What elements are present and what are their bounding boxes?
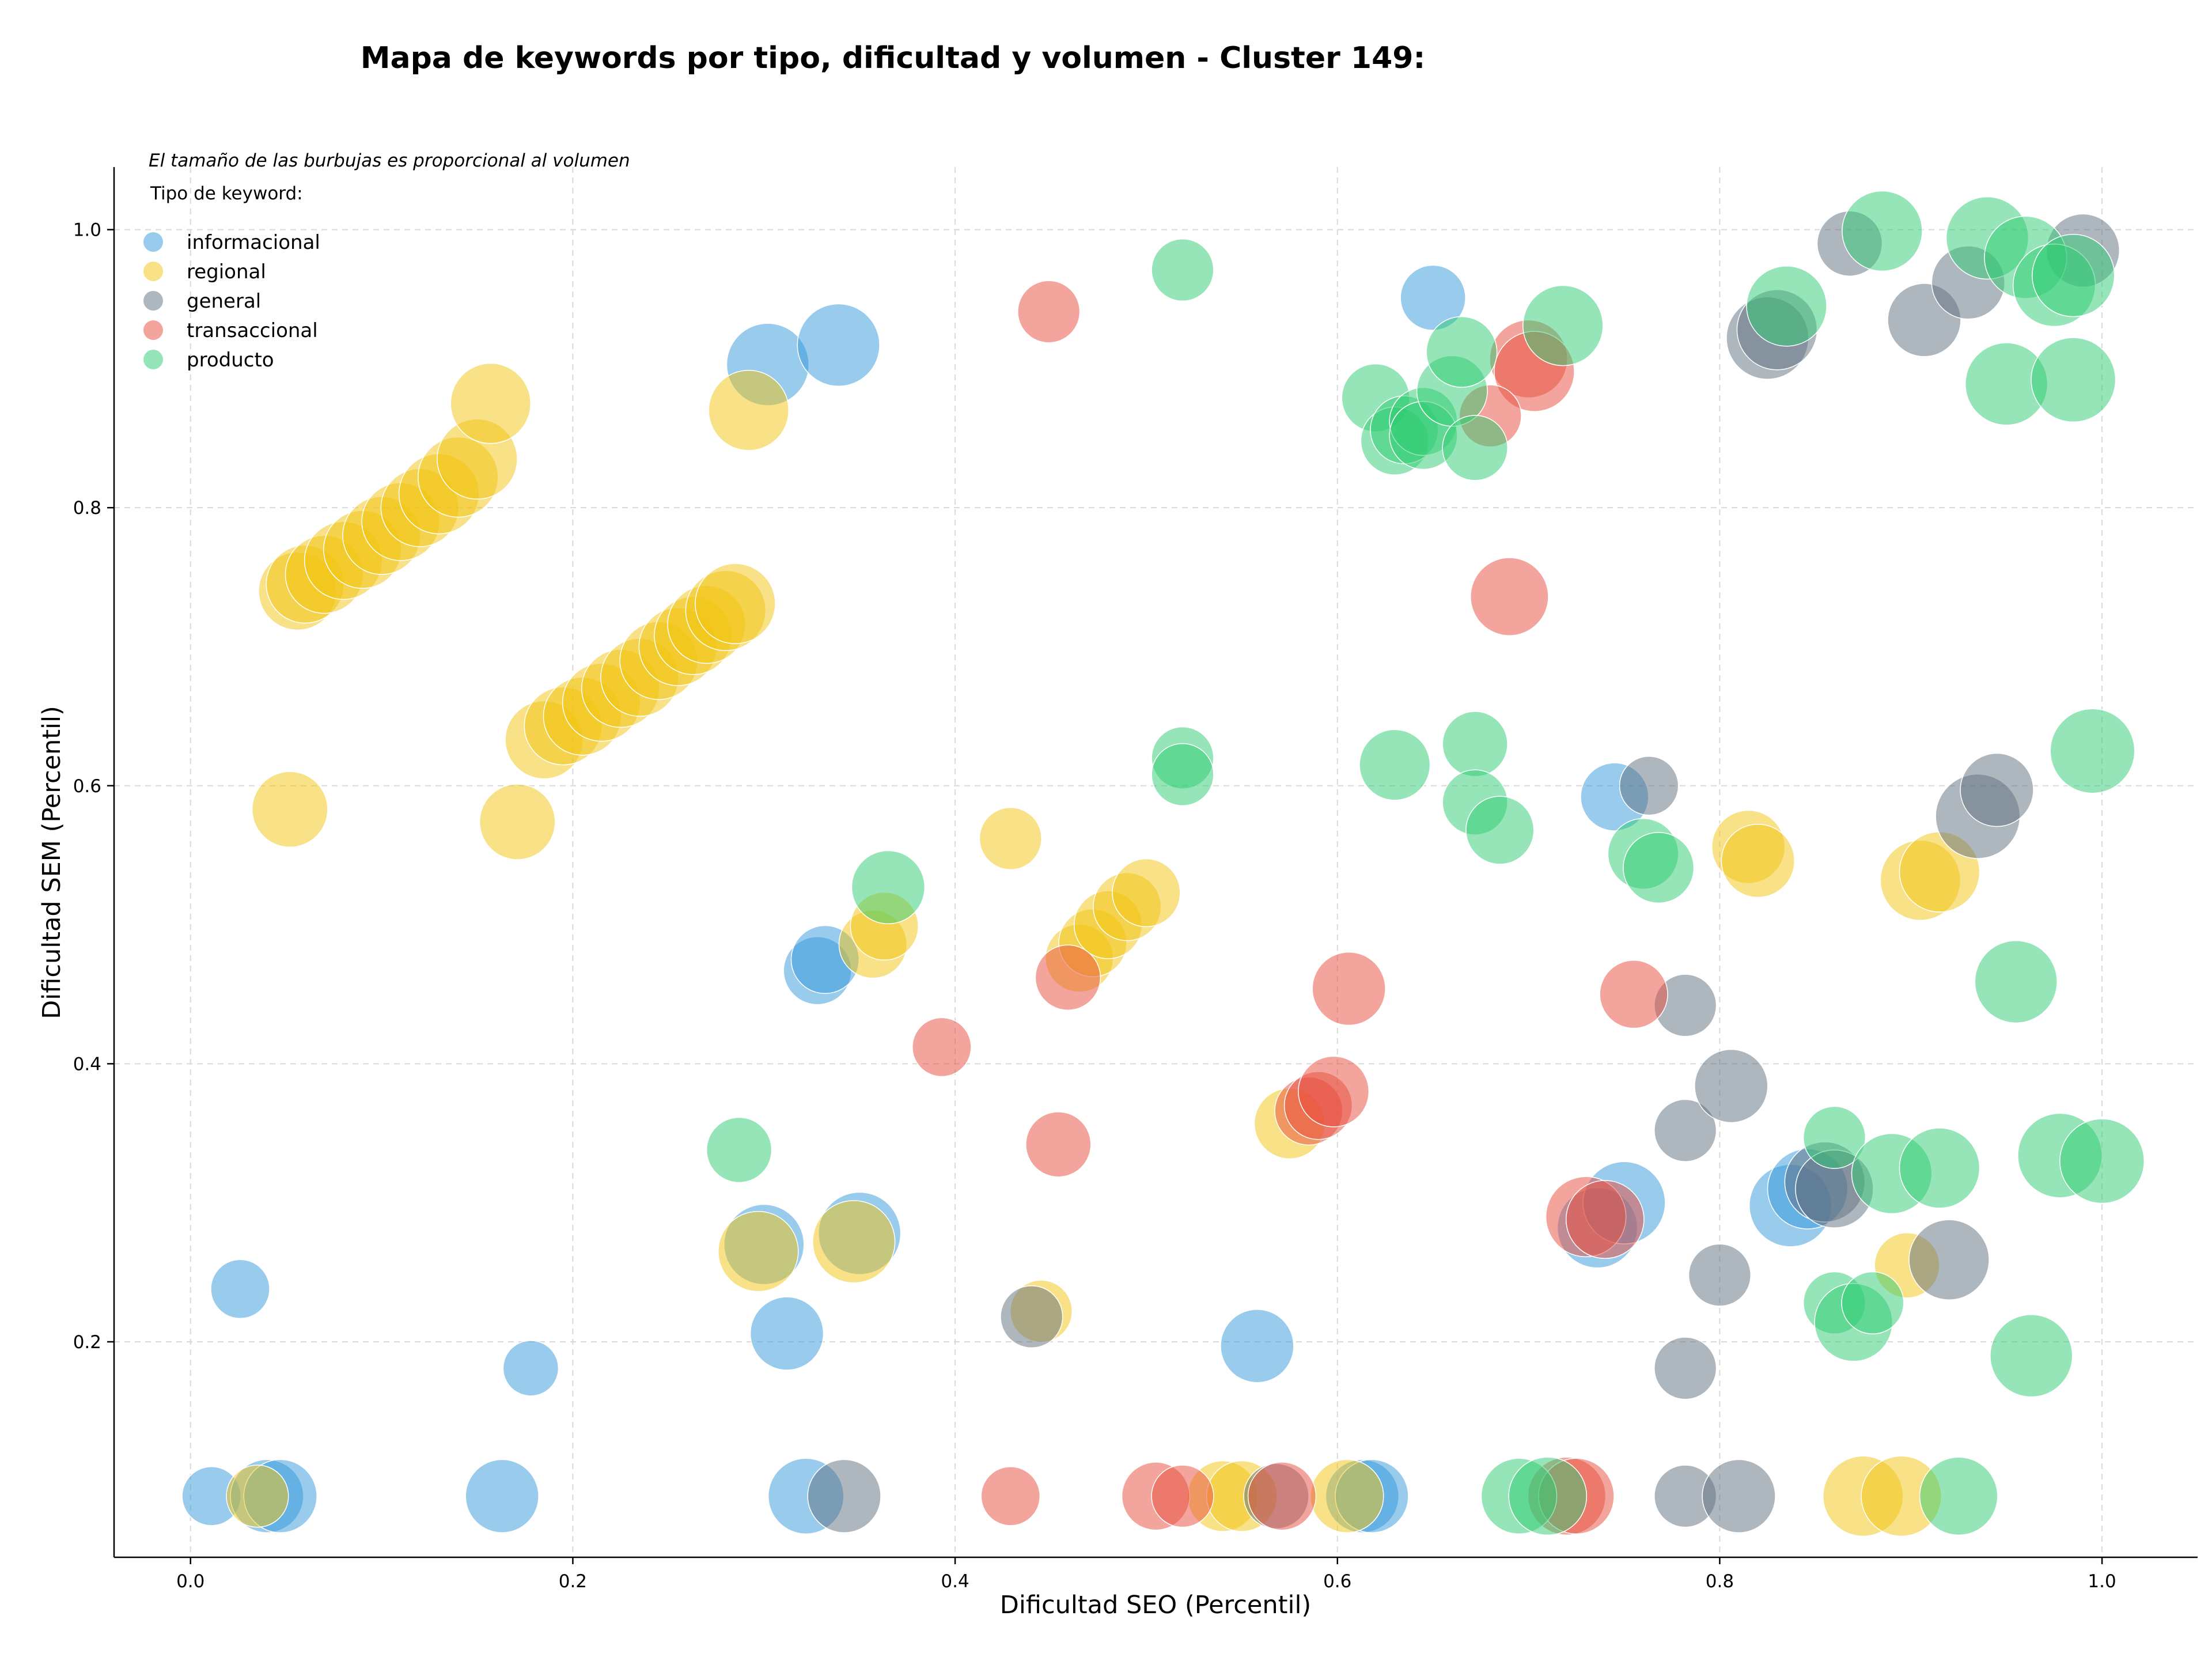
legend-label-regional: regional <box>187 260 266 283</box>
bubble-informacional <box>749 1296 824 1371</box>
bubble-transaccional <box>912 1017 972 1077</box>
bubble-transaccional <box>1599 960 1668 1029</box>
data-points <box>181 190 2145 1537</box>
bubble-transaccional <box>1565 1180 1645 1259</box>
legend-label-producto: producto <box>187 349 274 372</box>
bubble-regional <box>812 1200 896 1284</box>
bubble-informacional <box>797 303 880 387</box>
bubble-producto <box>1426 316 1498 388</box>
axis-ticks: 0.0 0.2 0.4 0.6 0.8 1.0 0.2 0.4 0.6 0.8 1.0 <box>73 220 2116 1592</box>
legend-marker-informacional <box>143 232 163 252</box>
bubble-producto <box>1899 1127 1980 1209</box>
legend-marker-producto <box>143 350 163 369</box>
bubble-producto <box>1990 1314 2073 1398</box>
bubble-producto <box>1841 1271 1904 1335</box>
bubble-informacional <box>1400 264 1466 331</box>
bubble-transaccional <box>980 1466 1041 1526</box>
bubble-general <box>1908 1219 1990 1300</box>
bubble-size-note: El tamaño de las burbujas es proporciona… <box>149 150 630 171</box>
bubble-producto <box>1359 729 1431 801</box>
bubble-producto <box>1442 711 1508 777</box>
bubble-general <box>1688 1243 1752 1307</box>
bubble-transaccional <box>1312 951 1386 1026</box>
bubble-general <box>1702 1459 1776 1534</box>
bubble-regional <box>717 1210 799 1292</box>
bubble-producto <box>1919 1456 1998 1536</box>
bubble-transaccional <box>1470 557 1549 636</box>
bubble-informacional <box>210 1259 270 1319</box>
y-tick-label: 0.4 <box>73 1054 101 1074</box>
bubble-transaccional <box>1017 280 1081 343</box>
legend-marker-transaccional <box>143 320 163 340</box>
bubble-regional <box>1112 858 1181 928</box>
bubble-regional <box>479 784 556 860</box>
bubble-transaccional <box>1247 1462 1317 1531</box>
x-tick-label: 0.8 <box>1706 1571 1734 1592</box>
legend-label-general: general <box>187 290 261 313</box>
bubble-regional <box>1721 823 1795 898</box>
x-tick-label: 0.6 <box>1323 1571 1351 1592</box>
bubble-regional <box>450 362 532 444</box>
x-tick-label: 0.0 <box>176 1571 204 1592</box>
legend-label-informacional: informacional <box>187 231 320 254</box>
bubble-general <box>1654 1099 1717 1162</box>
bubble-transaccional <box>1025 1111 1092 1178</box>
bubble-informacional <box>1220 1309 1294 1383</box>
y-tick-label: 0.8 <box>73 498 101 519</box>
bubble-informacional <box>502 1340 559 1397</box>
bubble-producto <box>1151 238 1214 302</box>
legend-marker-general <box>143 291 163 311</box>
bubble-producto <box>2032 234 2115 317</box>
legend-marker-regional <box>143 262 163 281</box>
bubble-producto <box>1465 796 1535 865</box>
legend-title: Tipo de keyword: <box>150 183 303 204</box>
bubble-regional <box>708 369 789 451</box>
bubble-general <box>1000 1285 1063 1349</box>
legend: informacional regional general transacciona… <box>143 231 320 372</box>
bubble-regional <box>1310 1459 1384 1534</box>
bubble-transaccional <box>1151 1465 1214 1528</box>
x-tick-label: 1.0 <box>2088 1571 2116 1592</box>
bubble-producto <box>1522 285 1604 366</box>
bubble-producto <box>706 1117 772 1183</box>
x-tick-label: 0.2 <box>559 1571 587 1592</box>
bubble-regional <box>695 563 776 644</box>
bubble-producto <box>1623 832 1695 904</box>
bubble-producto <box>1974 940 2058 1024</box>
bubble-producto <box>1746 266 1827 347</box>
bubble-producto <box>1842 190 1923 272</box>
chart-title: Mapa de keywords por tipo, dificultad y … <box>361 41 1426 75</box>
bubble-producto <box>2031 337 2116 423</box>
legend-label-transaccional: transaccional <box>187 319 318 342</box>
bubble-producto <box>2059 1118 2145 1204</box>
bubble-informacional <box>465 1459 539 1534</box>
bubble-producto <box>2050 708 2135 794</box>
x-tick-label: 0.4 <box>941 1571 969 1592</box>
bubble-producto <box>851 850 926 925</box>
bubble-transaccional <box>1298 1055 1370 1127</box>
bubble-regional <box>251 771 328 848</box>
bubble-general <box>807 1459 881 1534</box>
bubble-general <box>1654 1337 1717 1400</box>
bubble-regional <box>979 807 1042 871</box>
y-tick-label: 1.0 <box>73 220 101 241</box>
y-tick-label: 0.6 <box>73 776 101 797</box>
x-axis-label: Dificultad SEO (Percentil) <box>1000 1591 1311 1620</box>
bubble-general <box>1619 755 1679 816</box>
bubble-general <box>1960 752 2034 827</box>
y-axis-label: Dificultad SEM (Percentil) <box>37 706 66 1019</box>
bubble-transaccional <box>1035 944 1101 1011</box>
y-tick-label: 0.2 <box>73 1332 101 1353</box>
bubble-producto <box>1151 743 1214 807</box>
bubble-producto <box>1508 1456 1588 1536</box>
bubble-general <box>1694 1049 1768 1123</box>
bubble-regional <box>226 1465 289 1528</box>
bubble-producto <box>1802 1106 1866 1169</box>
bubble-producto <box>1442 415 1508 481</box>
